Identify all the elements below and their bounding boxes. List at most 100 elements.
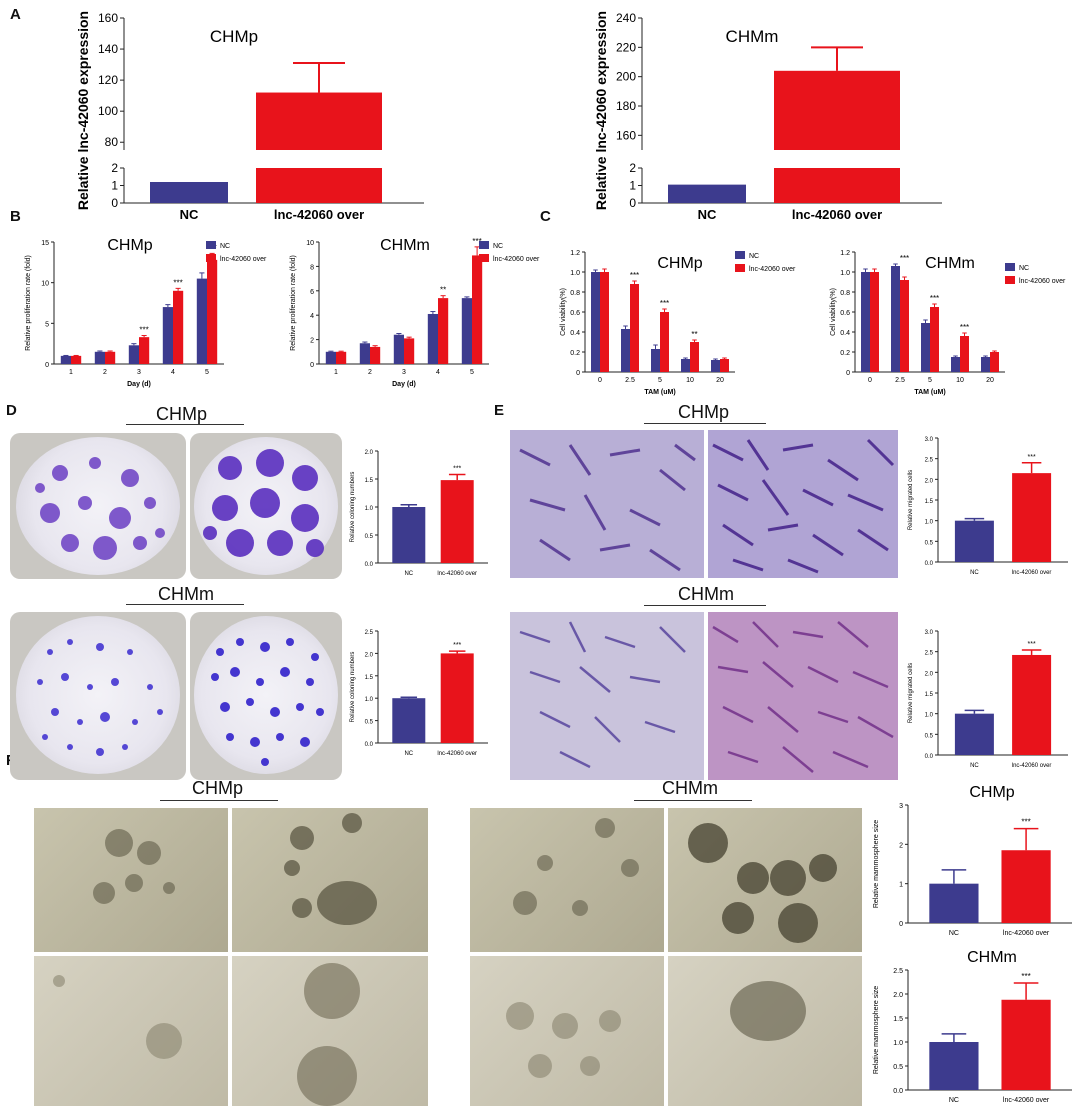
y-tick-label: 3 — [899, 803, 903, 810]
y-tick-label: 0 — [899, 921, 903, 928]
d-title-rule-top — [126, 424, 244, 425]
x-tick-label: lnc-42060 over — [1003, 930, 1050, 937]
bar — [630, 284, 639, 372]
legend-swatch — [735, 264, 745, 272]
migrated-cells — [510, 430, 704, 578]
y-tick-label: 2.5 — [925, 458, 934, 464]
bar — [128, 345, 139, 364]
y-tick-label: 10 — [41, 281, 49, 288]
y-axis-label: Relative proliferation rate (fold) — [25, 255, 32, 351]
significance-label: *** — [630, 271, 639, 280]
bar — [1001, 999, 1051, 1090]
mammosphere-chmp-nc-high — [34, 956, 228, 1106]
bar — [440, 653, 474, 743]
bar — [392, 698, 426, 743]
e-title-chmp: CHMp — [678, 402, 730, 422]
y-tick-label: 0.8 — [840, 290, 850, 297]
y-tick-label: 0.5 — [365, 534, 374, 540]
y-tick-label: 3.0 — [925, 630, 934, 636]
y-tick-label: 1.0 — [925, 713, 934, 719]
x-axis-label: Day (d) — [392, 381, 416, 388]
y-tick-label: 180 — [616, 99, 636, 113]
bar-lower-segment — [774, 168, 900, 203]
y-tick-label: 0.0 — [925, 561, 934, 567]
x-tick-label: 2.5 — [895, 377, 905, 384]
legend-label: NC — [493, 243, 503, 250]
bar — [870, 272, 879, 372]
chart-title: CHMm — [967, 949, 1017, 966]
transwell-chmm-nc — [510, 612, 704, 780]
y-tick-label: 0 — [45, 362, 49, 369]
chart-e-chmm: 0.0 0.5 1.0 1.5 2.0 2.5 3.0 NC lnc-42060 over ***… — [908, 630, 1068, 769]
y-tick-label: 1.5 — [893, 1016, 903, 1023]
chart-title: CHMp — [210, 27, 258, 46]
legend-swatch — [1005, 276, 1015, 284]
significance-label: *** — [1021, 972, 1030, 981]
chart-title: CHMp — [657, 255, 702, 272]
bar-lower-segment — [256, 168, 382, 203]
y-tick-label: 0.5 — [925, 733, 934, 739]
legend-label: NC — [220, 243, 230, 250]
y-axis-label: Relative lnc-42060 expression — [593, 11, 609, 210]
significance-label: *** — [453, 642, 461, 649]
panel-letter-d: D — [6, 402, 17, 419]
chart-d-chmp: 0.0 0.5 1.0 1.5 2.0 NC lnc-42060 over *** Relati… — [350, 450, 488, 577]
bar — [600, 272, 609, 372]
chart-f-chmp: 0 1 2 3 NC lnc-42060 over *** Relative mammosph… — [873, 784, 1072, 937]
x-tick-label: 2 — [103, 369, 107, 376]
x-tick-label: 3 — [402, 369, 406, 376]
transwell-chmp-over — [708, 430, 898, 578]
y-axis-label: Cell viability(%) — [560, 288, 567, 336]
mammosphere-chmm-over-high — [668, 956, 862, 1106]
bar — [1012, 654, 1052, 755]
mammospheres — [506, 1002, 621, 1078]
x-tick-label: NC — [949, 930, 959, 937]
bar — [690, 342, 699, 372]
legend-swatch — [479, 254, 489, 262]
y-tick-label: 1 — [111, 179, 118, 193]
chart-a-chmm: 160 180 200 220 240 0 1 2 NC lnc-42060 over Relati… — [593, 11, 942, 222]
y-tick-label: 240 — [616, 11, 636, 25]
x-axis-label: TAM (uM) — [644, 389, 675, 396]
legend-label: NC — [749, 253, 759, 260]
bar — [105, 351, 116, 364]
bar — [960, 336, 969, 372]
x-tick-label: lnc-42060 over — [1003, 1097, 1050, 1104]
y-tick-label: 0.8 — [570, 290, 580, 297]
y-tick-label: 0 — [576, 370, 580, 377]
bar — [207, 259, 218, 364]
x-tick-label: NC — [698, 207, 717, 222]
x-tick-label: NC — [404, 571, 413, 577]
y-tick-label: 0.0 — [925, 754, 934, 760]
transwell-chmp-nc — [510, 430, 704, 578]
y-tick-label: 0.2 — [570, 350, 580, 357]
bar — [60, 355, 71, 364]
bar — [774, 70, 900, 150]
bar — [990, 352, 999, 372]
y-tick-label: 1 — [899, 882, 903, 889]
panel-letter-c: C — [540, 208, 551, 225]
x-tick-label: NC — [970, 763, 979, 769]
y-tick-label: 2.5 — [365, 630, 374, 636]
migrated-cells — [708, 612, 898, 780]
colony-dish-chmm-over — [190, 612, 342, 780]
y-tick-label: 0.0 — [365, 562, 374, 568]
bar — [150, 182, 228, 203]
bar — [981, 357, 990, 372]
chart-c-chmm: 0 0.2 0.4 0.6 0.8 1.0 1.2 0 *** 2.5 *** 5 *** 10 20 TAM… — [830, 250, 1066, 396]
bar — [336, 351, 347, 364]
mammospheres — [93, 829, 175, 904]
f-title-rule-right — [634, 800, 752, 801]
x-tick-label: 5 — [205, 369, 209, 376]
colony-dish-chmm-nc — [10, 612, 186, 780]
y-tick-label: 0.0 — [893, 1088, 903, 1095]
significance-label: *** — [960, 323, 969, 332]
mammospheres — [284, 813, 377, 925]
significance-label: ** — [691, 330, 697, 339]
bar — [591, 272, 600, 372]
x-tick-label: lnc-42060 over — [437, 571, 477, 577]
x-tick-label: 2.5 — [625, 377, 635, 384]
chart-c-chmp: 0 0.2 0.4 0.6 0.8 1.0 1.2 0 *** 2.5 *** 5 ** 10 20 TAM … — [560, 250, 796, 396]
